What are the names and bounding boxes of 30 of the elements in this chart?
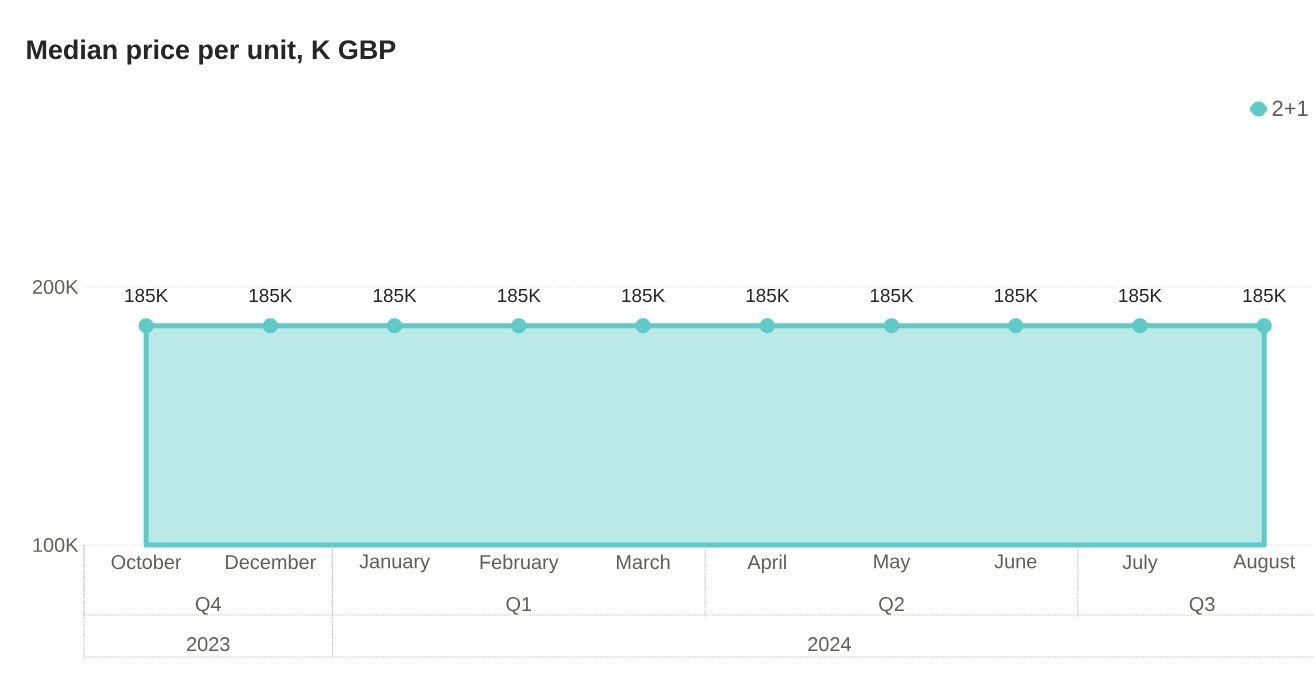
data-label: 185K	[249, 288, 293, 303]
text: Q1	[506, 597, 532, 615]
x-tick-label: June	[994, 554, 1037, 569]
text: 2024	[808, 637, 851, 652]
x-tick-label: May	[874, 554, 911, 573]
x-tick-label: February	[480, 554, 559, 574]
data-label: 185K	[125, 288, 168, 303]
text: Q2	[879, 597, 904, 615]
x-tick-label: July	[1122, 554, 1158, 574]
data-label: 185K	[373, 288, 417, 303]
legend-label: 2+1	[1272, 100, 1308, 116]
data-label: 185K	[498, 288, 541, 303]
text: Q3	[1189, 597, 1215, 615]
data-label: 185K	[746, 288, 790, 303]
x-tick-label: August	[1233, 554, 1296, 573]
x-tick-label: January	[359, 554, 430, 573]
x-tick-label: April	[747, 554, 786, 574]
y-tick-label: 200K	[32, 279, 79, 295]
data-label: 185K	[870, 288, 914, 303]
text: 2023	[187, 637, 230, 652]
data-label: 185K	[1119, 288, 1162, 303]
text: Q4	[195, 597, 221, 615]
x-tick-label: March	[617, 554, 670, 570]
data-label: 185K	[622, 288, 665, 303]
data-label: 185K	[995, 288, 1038, 303]
x-tick-label: December	[226, 554, 316, 570]
chart-title: Median price per unit, K GBP	[27, 39, 396, 65]
x-tick-label: October	[111, 554, 182, 570]
y-tick-label: 100K	[33, 537, 79, 553]
data-label: 185K	[1243, 288, 1287, 303]
